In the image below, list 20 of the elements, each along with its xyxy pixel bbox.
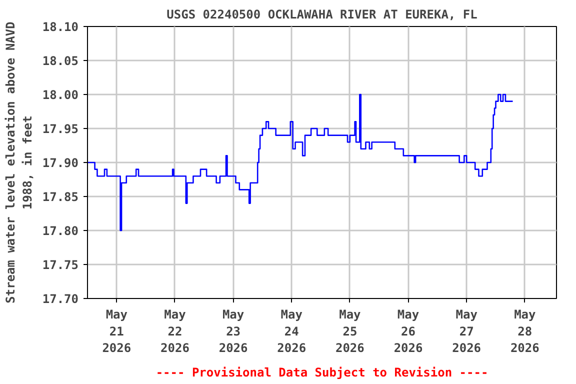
y-tick-label: 17.85 <box>42 190 78 204</box>
text: ---- Provisional Data Subject to Revision ---- <box>156 366 488 380</box>
x-tick-label: May 24 2026 <box>277 308 306 356</box>
y-tick-label: 17.95 <box>42 122 78 136</box>
y-tick-label: 17.70 <box>42 292 78 306</box>
x-tick-label: May 26 2026 <box>394 308 423 356</box>
x-tick-label: May 27 2026 <box>452 308 482 356</box>
x-tick-label: May 23 2026 <box>218 308 248 356</box>
y-tick-label: 18.00 <box>42 88 78 102</box>
y-tick-label: 18.10 <box>42 20 78 34</box>
y-tick-label: 17.75 <box>42 258 78 272</box>
x-tick-label: May 25 2026 <box>335 308 364 356</box>
y-axis-title: Stream water level elevation above NAVD 1988, in feet <box>4 22 34 304</box>
y-tick-label: 17.80 <box>42 224 78 238</box>
x-tick-label: May 21 2026 <box>102 308 132 356</box>
chart-title: USGS 02240500 OCKLAWAHA RIVER AT EUREKA, FL <box>166 8 478 22</box>
x-tick-label: May 22 2026 <box>160 308 190 356</box>
y-tick-label: 18.05 <box>42 54 78 68</box>
y-tick-label: 17.90 <box>42 156 78 170</box>
x-tick-label: May 28 2026 <box>510 308 540 356</box>
